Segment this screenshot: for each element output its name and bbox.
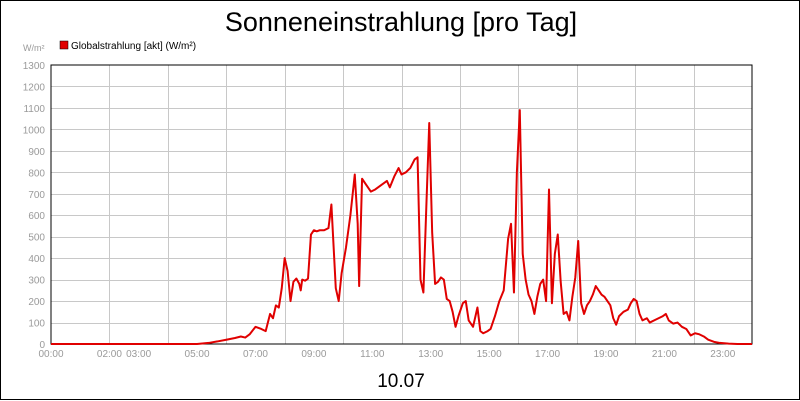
- y-tick-label: 700: [28, 190, 45, 201]
- x-tick-label: 13:00: [418, 349, 443, 360]
- x-tick-labels: 00:00 02:00 03:00 05:00 07:00 09:00 11:00 13:00…: [38, 349, 735, 360]
- series-line-globalstrahlung: [51, 109, 752, 345]
- x-tick-label: 03:00: [126, 349, 151, 360]
- y-tick-labels: 0 100 200 300 400 500 600 700 800 900 1000 1100 1200…: [23, 61, 46, 351]
- legend-swatch: [59, 40, 69, 50]
- x-tick-label: 09:00: [301, 349, 326, 360]
- y-tick-label: 1300: [23, 61, 46, 72]
- grid-layer: [51, 65, 752, 344]
- legend-label: Globalstrahlung [akt] (W/m²): [71, 41, 196, 52]
- y-tick-label: 400: [28, 254, 45, 265]
- y-tick-label: 300: [28, 276, 45, 287]
- series-layer: [51, 109, 752, 345]
- y-tick-label: 200: [28, 297, 45, 308]
- y-tick-label: 100: [28, 319, 45, 330]
- y-tick-label: 1200: [23, 82, 46, 93]
- y-tick-label: 1000: [23, 125, 46, 136]
- y-axis-unit-label: W/m²: [23, 43, 45, 53]
- x-tick-label: 00:00: [38, 349, 63, 360]
- plot-area-border: [50, 64, 753, 345]
- x-tick-label: 15:00: [477, 349, 502, 360]
- y-tick-label: 1100: [23, 104, 45, 115]
- x-tick-label: 07:00: [243, 349, 268, 360]
- chart-title: Sonneneinstrahlung [pro Tag]: [225, 7, 577, 37]
- x-tick-label: 05:00: [185, 349, 210, 360]
- x-tick-label: 11:00: [360, 349, 385, 360]
- y-tick-label: 800: [28, 168, 45, 179]
- x-tick-label: 19:00: [593, 349, 618, 360]
- y-tick-label: 0: [39, 340, 45, 351]
- x-axis-date-label: 10.07: [377, 371, 425, 392]
- y-tick-label: 600: [28, 211, 45, 222]
- y-tick-label: 900: [28, 147, 45, 158]
- x-tick-label: 21:00: [652, 349, 677, 360]
- x-tick-label: 02:00: [97, 349, 122, 360]
- x-tick-label: 17:00: [535, 349, 560, 360]
- y-tick-label: 500: [28, 233, 45, 244]
- x-tick-label: 23:00: [710, 349, 735, 360]
